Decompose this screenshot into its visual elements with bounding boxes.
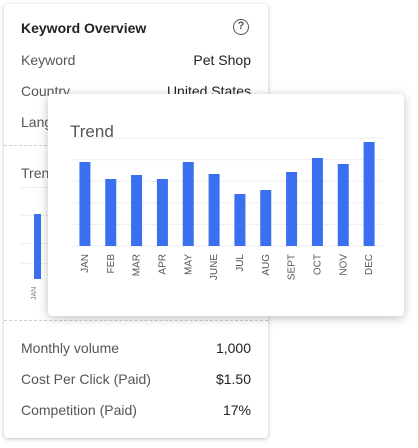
chart-bar-oct	[311, 158, 323, 246]
cpc-row: Cost Per Click (Paid) $1.50	[21, 371, 251, 387]
language-row: Lang	[21, 114, 251, 130]
card-title: Keyword Overview	[21, 20, 147, 36]
popup-title: Trend	[70, 122, 114, 141]
chart-tick-label: APR	[157, 254, 168, 275]
cpc-value: $1.50	[215, 371, 251, 387]
background-gridline	[21, 187, 51, 188]
divider-bottom	[4, 320, 268, 321]
competition-row: Competition (Paid) 17%	[21, 402, 251, 418]
chart-bar-mar	[131, 175, 143, 246]
keyword-row: Keyword Pet Shop	[21, 52, 251, 68]
keyword-label: Keyword	[21, 52, 76, 68]
cpc-label: Cost Per Click (Paid)	[21, 371, 151, 387]
chart-tick-label: DEC	[364, 254, 375, 275]
chart-tick-label: FEB	[106, 254, 117, 274]
trend-chart: JAN FEB MAR APR MAY JUNE JUL AUG SEPT OCT NOV DEC	[72, 137, 382, 280]
chart-bar-june	[208, 174, 220, 246]
chart-bar-sept	[286, 172, 298, 246]
chart-tick-label: MAR	[132, 254, 143, 276]
chart-tick-label: OCT	[312, 254, 323, 275]
chart-bar-dec	[363, 142, 375, 246]
chart-tick-label: AUG	[261, 254, 272, 276]
chart-bar-aug	[260, 190, 272, 246]
chart-tick-label: NOV	[338, 254, 349, 276]
help-icon[interactable]: ?	[233, 19, 249, 35]
monthly-volume-value: 1,000	[215, 340, 251, 356]
chart-tick-label: JUL	[235, 254, 246, 272]
background-bar-jan	[34, 214, 41, 279]
monthly-volume-row: Monthly volume 1,000	[21, 340, 251, 356]
chart-bar-jul	[234, 194, 246, 246]
trend-popup: Trend JAN FEB MAR APR MAY JUNE JUL AUG SEPT OCT NO…	[48, 94, 404, 316]
chart-bar-feb	[105, 179, 117, 246]
chart-tick-label: JAN	[80, 254, 91, 273]
chart-bar-jan	[79, 162, 91, 246]
keyword-value: Pet Shop	[193, 52, 251, 68]
chart-tick-label: MAY	[183, 254, 194, 275]
chart-tick-label: JUNE	[209, 254, 220, 280]
background-tick-jan: JAN	[31, 286, 38, 300]
competition-label: Competition (Paid)	[21, 402, 137, 418]
background-trend-label: Tren	[21, 165, 50, 181]
monthly-volume-label: Monthly volume	[21, 340, 120, 356]
competition-value: 17%	[222, 402, 251, 418]
chart-bar-nov	[337, 164, 349, 246]
language-label: Lang	[21, 114, 53, 130]
chart-bar-may	[182, 162, 194, 246]
chart-tick-label: SEPT	[287, 254, 298, 280]
chart-bar-apr	[156, 179, 168, 246]
